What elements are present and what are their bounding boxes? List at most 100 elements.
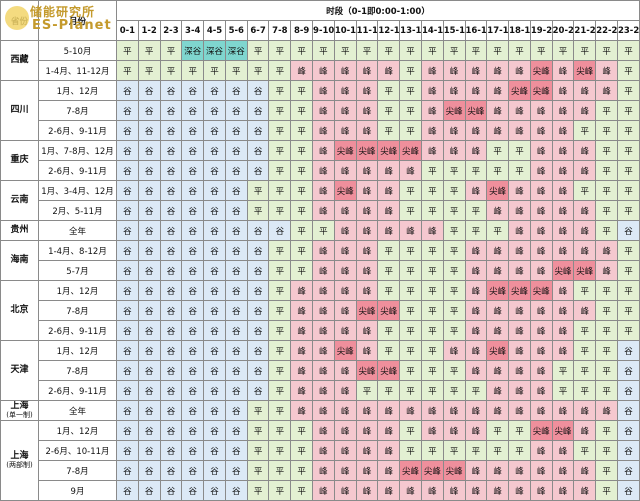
hour-header: 2-3: [159, 20, 183, 41]
rate-cell: 峰: [333, 160, 357, 181]
rate-cell: 谷: [181, 400, 205, 421]
rate-cell: 峰: [573, 100, 597, 121]
rate-cell: 平: [595, 280, 618, 301]
rate-cell: 峰: [573, 80, 597, 101]
rate-cell: 谷: [116, 240, 139, 261]
rate-cell: 峰: [486, 120, 510, 141]
hour-header: 19-20: [529, 20, 553, 41]
rate-cell: 尖峰: [551, 260, 575, 281]
rate-cell: 平: [595, 300, 618, 321]
rate-cell: 平: [442, 300, 466, 321]
rate-cell: 谷: [181, 140, 205, 161]
rate-cell: 平: [399, 420, 422, 441]
rate-cell: 平: [246, 40, 270, 61]
month-cell: 2-6月、10-11月: [38, 440, 117, 461]
month-cell: 全年: [38, 220, 117, 241]
rate-cell: 平: [595, 200, 618, 221]
rate-cell: 平: [486, 160, 510, 181]
rate-cell: 谷: [116, 160, 139, 181]
table-row: 1-4月、11-12月平平平平平平平平峰峰峰峰峰平峰峰峰峰峰尖峰峰尖峰峰平: [1, 60, 640, 81]
rate-cell: 谷: [116, 220, 139, 241]
period-header: 时段（0-1即0:00-1:00）: [116, 0, 640, 21]
rate-cell: 谷: [181, 100, 205, 121]
rate-cell: 平: [137, 40, 161, 61]
rate-cell: 谷: [181, 240, 205, 261]
rate-cell: 平: [442, 440, 466, 461]
province-cell: 西藏: [0, 40, 39, 81]
rate-cell: 峰: [420, 80, 444, 101]
rate-cell: 峰: [355, 80, 379, 101]
rate-cell: 峰: [333, 80, 357, 101]
province-name: 天津: [10, 364, 29, 375]
rate-cell: 峰: [312, 260, 335, 281]
rate-cell: 平: [399, 120, 422, 141]
rate-cell: 峰: [529, 140, 553, 161]
month-header: 月份: [38, 0, 117, 41]
rate-cell: 峰: [333, 420, 357, 441]
rate-cell: 峰: [377, 460, 401, 481]
rate-cell: 谷: [181, 440, 205, 461]
rate-cell: 平: [268, 40, 292, 61]
rate-cell: 峰: [355, 100, 379, 121]
rate-cell: 平: [464, 380, 488, 401]
rate-cell: 峰: [529, 340, 553, 361]
hour-header: 16-17: [464, 20, 488, 41]
month-cell: 1-4月、11-12月: [38, 60, 117, 81]
rate-cell: 峰: [312, 400, 335, 421]
rate-cell: 平: [595, 100, 618, 121]
rate-cell: 谷: [181, 360, 205, 381]
rate-cell: 谷: [616, 380, 640, 401]
rate-cell: 谷: [203, 160, 226, 181]
rate-cell: 谷: [246, 380, 270, 401]
rate-cell: 谷: [159, 180, 183, 201]
rate-cell: 平: [290, 220, 314, 241]
rate-cell: 平: [551, 380, 575, 401]
rate-cell: 谷: [116, 280, 139, 301]
rate-cell: 平: [246, 200, 270, 221]
hour-header: 4-5: [203, 20, 226, 41]
rate-cell: 平: [268, 460, 292, 481]
rate-cell: 尖峰: [377, 140, 401, 161]
rate-cell: 谷: [203, 340, 226, 361]
rate-cell: 谷: [159, 320, 183, 341]
rate-cell: 平: [268, 440, 292, 461]
rate-cell: 尖峰: [442, 100, 466, 121]
rate-cell: 峰: [529, 440, 553, 461]
province-name: 海南: [10, 254, 29, 265]
rate-cell: 平: [377, 280, 401, 301]
table-row: 重庆 1月、7-8月、12月谷谷谷谷谷谷谷平平峰尖峰 尖峰 尖峰 尖峰峰峰峰平平峰峰峰平…: [0, 140, 640, 181]
rate-cell: 峰: [508, 320, 531, 341]
rate-cell: 谷: [159, 420, 183, 441]
rate-cell: 平: [224, 60, 248, 81]
rate-cell: 峰: [529, 260, 553, 281]
rate-cell: 峰: [551, 240, 575, 261]
rate-cell: 峰: [377, 200, 401, 221]
rate-cell: 峰: [529, 200, 553, 221]
rate-cell: 平: [399, 280, 422, 301]
rate-cell: 峰: [312, 240, 335, 261]
rate-cell: 峰: [573, 460, 597, 481]
rate-cell: 平: [616, 40, 640, 61]
rate-cell: 峰: [464, 340, 488, 361]
rate-cell: 谷: [224, 440, 248, 461]
rate-cell: 平: [355, 380, 379, 401]
rate-cell: 平: [268, 400, 292, 421]
rate-cell: 谷: [116, 180, 139, 201]
rate-cell: 平: [377, 120, 401, 141]
hour-header: 8-9: [290, 20, 314, 41]
rate-cell: 峰: [551, 480, 575, 501]
rate-cell: 峰: [551, 340, 575, 361]
rate-cell: 峰: [573, 240, 597, 261]
rate-cell: 谷: [181, 200, 205, 221]
rate-cell: 谷: [181, 480, 205, 501]
rate-cell: 平: [616, 60, 640, 81]
rate-cell: 平: [268, 200, 292, 221]
month-cell: 1-4月、8-12月: [38, 240, 117, 261]
rate-cell: 谷: [137, 440, 161, 461]
rate-cell: 平: [268, 140, 292, 161]
rate-cell: 峰: [420, 100, 444, 121]
rate-cell: 峰: [551, 120, 575, 141]
rate-cell: 平: [616, 200, 640, 221]
rate-cell: 峰: [486, 460, 510, 481]
